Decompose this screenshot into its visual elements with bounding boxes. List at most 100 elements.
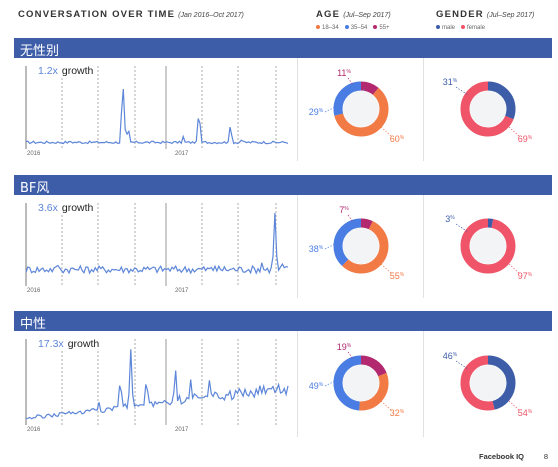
gender-male-percent: 3%	[445, 214, 455, 224]
conversation-chart	[25, 66, 289, 149]
gender-donut-chart: 46% 54%	[443, 351, 533, 418]
section-title: 无性别	[20, 44, 60, 59]
legend-swatch	[461, 25, 466, 30]
donut-center	[343, 228, 379, 264]
age-panel: 60% 29% 11%	[298, 58, 424, 161]
footer-brand: Facebook IQ	[478, 452, 524, 461]
age-35-54-percent: 49%	[309, 381, 324, 391]
growth-word: growth	[61, 65, 94, 77]
growth-multiplier: 17.3x	[38, 338, 64, 350]
label-leader	[347, 77, 354, 86]
conversation-trend-line	[25, 212, 289, 275]
gender-female-segment	[460, 218, 516, 274]
donut-center	[343, 91, 379, 127]
age-18-34-segment	[333, 355, 389, 411]
conversation-trend-line	[25, 349, 289, 420]
gender-panel: 3% 97%	[424, 195, 552, 298]
donut-center	[470, 91, 506, 127]
age-35-54-percent: 38%	[309, 244, 324, 254]
growth-word: growth	[67, 338, 100, 350]
label-leader	[508, 263, 520, 274]
legend-swatch	[344, 25, 349, 30]
conversation-chart-panel: 17.3x growth 2016 2017	[14, 331, 298, 437]
legend-label: male	[442, 25, 456, 31]
gender-header: GENDER (Jul–Sep 2017)	[436, 9, 534, 37]
gender-female-percent: 97%	[518, 271, 533, 281]
legend-label: female	[467, 25, 486, 31]
conversation-chart	[25, 339, 289, 425]
gender-panel: 46% 54%	[424, 331, 552, 437]
age-18-34-percent: 60%	[390, 134, 405, 144]
donut-center	[470, 228, 506, 264]
age-35-54-segment	[333, 81, 389, 137]
label-leader	[324, 380, 336, 387]
age-panel: 32% 49% 19%	[298, 331, 424, 437]
gender-range: (Jul–Sep 2017)	[486, 12, 535, 19]
legend-item: 18–34	[316, 25, 339, 31]
year-2017-label: 2017	[175, 288, 189, 294]
gender-male-percent: 46%	[443, 351, 458, 361]
label-leader	[455, 223, 469, 233]
conversation-trend-line	[25, 88, 289, 145]
row-neutral: 中性 17.3x growth 2016 2017 32% 49% 19% 46% 54…	[14, 311, 552, 437]
gender-donut-chart: 3% 97%	[445, 214, 533, 281]
year-2017-label: 2017	[175, 427, 189, 433]
age-donut-chart: 55% 38% 7%	[309, 205, 405, 281]
gender-legend: male female	[436, 25, 491, 31]
age-legend: 18–34 35–54 55+	[316, 25, 396, 31]
label-leader	[508, 126, 520, 137]
section-bar: 无性别	[14, 38, 552, 59]
label-leader	[380, 263, 392, 274]
age-range: (Jul–Sep 2017)	[343, 12, 391, 19]
age-donut-chart: 60% 29% 11%	[309, 68, 405, 144]
donut-center	[470, 365, 506, 401]
age-18-34-segment	[333, 81, 389, 137]
age-55-plus-percent: 11%	[337, 68, 351, 78]
year-2016-label: 2016	[27, 288, 41, 294]
age-18-34-percent: 32%	[390, 408, 405, 418]
growth-word: growth	[61, 202, 94, 214]
legend-item: male	[436, 25, 455, 31]
label-leader	[347, 214, 354, 223]
donut-center	[343, 365, 379, 401]
row-bf-style: BF风 3.6x growth 2016 2017 55% 38% 7% 3% 97%	[14, 175, 552, 298]
section-bar: BF风	[14, 175, 552, 196]
age-55-plus-percent: 7%	[339, 205, 349, 215]
legend-swatch	[373, 25, 378, 30]
gender-donut-chart: 31% 69%	[443, 77, 533, 144]
label-leader	[347, 351, 354, 360]
label-leader	[455, 86, 469, 96]
age-35-54-percent: 29%	[309, 107, 324, 117]
age-18-34-percent: 55%	[390, 271, 405, 281]
label-leader	[324, 106, 336, 113]
growth-label: 3.6x growth	[38, 202, 97, 214]
page-number: 8	[543, 452, 548, 461]
age-donut-chart: 32% 49% 19%	[309, 342, 405, 418]
label-leader	[508, 400, 520, 411]
legend-swatch	[316, 25, 320, 30]
legend-item: 35–54	[344, 25, 368, 31]
label-leader	[380, 126, 392, 137]
growth-multiplier: 1.2x	[38, 65, 58, 77]
label-leader	[380, 400, 392, 411]
gender-panel: 31% 69%	[424, 58, 552, 161]
age-panel: 55% 38% 7%	[298, 195, 424, 298]
legend-item: female	[461, 25, 485, 31]
growth-multiplier: 3.6x	[38, 202, 58, 214]
legend-swatch	[436, 25, 440, 30]
year-2016-label: 2016	[27, 151, 41, 157]
gender-female-percent: 69%	[518, 134, 533, 144]
legend-label: 35–54	[350, 25, 368, 31]
growth-label: 1.2x growth	[38, 65, 97, 77]
year-2016-label: 2016	[27, 427, 41, 433]
legend-label: 55+	[379, 25, 390, 31]
section-bar: 中性	[14, 311, 552, 332]
gender-title: GENDER	[436, 9, 484, 20]
age-35-54-segment	[333, 218, 389, 274]
label-leader	[324, 243, 336, 250]
conversation-header: CONVERSATION OVER TIME (Jan 2016–Oct 2017…	[18, 9, 244, 37]
section-title: 中性	[20, 317, 47, 332]
gender-female-segment	[460, 355, 516, 411]
age-35-54-segment	[333, 355, 389, 411]
label-leader	[455, 360, 469, 370]
